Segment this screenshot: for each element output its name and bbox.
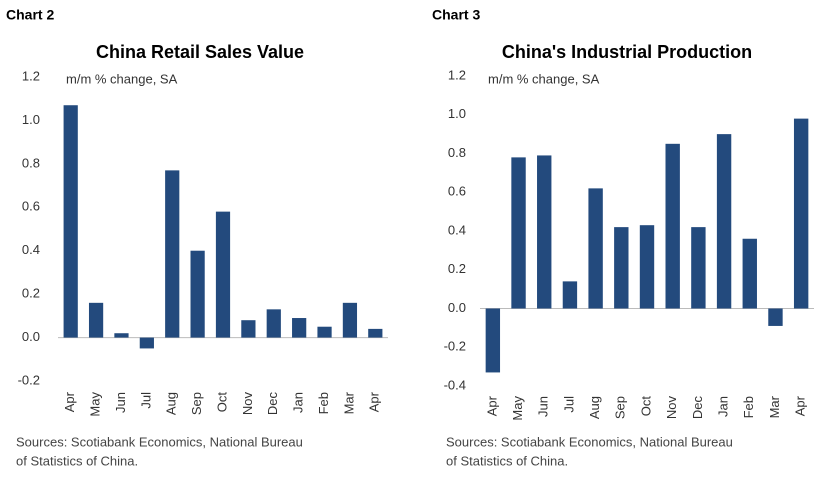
y-tick-label: 1.2 (22, 68, 40, 83)
y-tick-label: -0.2 (18, 372, 40, 387)
bar (562, 281, 578, 309)
y-tick-label: -0.4 (444, 377, 466, 392)
x-tick-label: Jun (113, 392, 128, 413)
bar (317, 326, 332, 338)
bar (292, 318, 307, 338)
bar (537, 155, 552, 309)
chart-label: Chart 2 (6, 7, 54, 23)
bar (742, 238, 757, 309)
bar (88, 302, 104, 338)
bar (588, 188, 603, 309)
y-tick-label: 1.0 (22, 112, 40, 127)
x-tick-label: Sep (613, 396, 628, 419)
bar (511, 157, 526, 309)
x-tick-label: May (510, 396, 525, 421)
x-tick-label: Feb (741, 396, 756, 418)
y-tick-label: 0.2 (448, 261, 466, 276)
bar (665, 143, 680, 309)
bar (793, 118, 809, 309)
x-tick-label: Jun (536, 396, 551, 417)
y-tick-label: 0.4 (22, 242, 40, 257)
chart-title: China Retail Sales Value (96, 42, 304, 62)
source-note: of Statistics of China. (16, 453, 138, 468)
y-tick-label: 0.8 (22, 155, 40, 170)
x-tick-label: Jul (561, 396, 576, 413)
y-tick-label: 0.4 (448, 222, 466, 237)
y-tick-label: 0.8 (448, 145, 466, 160)
y-tick-label: 0.6 (22, 199, 40, 214)
bar (241, 320, 256, 338)
bar (716, 134, 732, 309)
bar (691, 227, 706, 309)
bar (614, 227, 629, 309)
y-tick-label: -0.2 (444, 339, 466, 354)
bar (342, 302, 358, 338)
y-tick-label: 1.0 (448, 106, 466, 121)
source-note: Sources: Scotiabank Economics, National … (446, 434, 733, 449)
chart-subtitle: m/m % change, SA (488, 71, 600, 86)
x-tick-label: Apr (793, 395, 808, 416)
bar (139, 337, 154, 349)
x-tick-label: Jan (716, 396, 731, 417)
x-tick-label: Mar (767, 395, 782, 418)
x-tick-label: Aug (587, 396, 602, 419)
x-tick-label: Dec (690, 396, 705, 420)
x-tick-label: Oct (214, 392, 229, 413)
x-tick-label: Apr (484, 395, 499, 416)
x-tick-label: Mar (341, 391, 356, 414)
source-note: of Statistics of China. (446, 453, 568, 468)
bar (266, 309, 281, 338)
x-tick-label: Aug (164, 392, 179, 415)
x-tick-label: Oct (638, 396, 653, 417)
bar (768, 308, 783, 326)
x-tick-label: Dec (265, 392, 280, 416)
chart-label: Chart 3 (432, 7, 480, 23)
source-note: Sources: Scotiabank Economics, National … (16, 434, 303, 449)
x-tick-label: Jul (138, 392, 153, 409)
chart-subtitle: m/m % change, SA (66, 71, 178, 86)
x-tick-label: Jan (291, 392, 306, 413)
bar (165, 170, 180, 338)
x-tick-label: Feb (316, 392, 331, 414)
x-tick-label: Apr (62, 391, 77, 412)
y-tick-label: 0.0 (22, 329, 40, 344)
y-tick-label: 0.6 (448, 184, 466, 199)
x-tick-label: Nov (240, 392, 255, 416)
x-tick-label: May (88, 392, 103, 417)
bar (368, 328, 383, 338)
bar (63, 105, 78, 338)
x-tick-label: Sep (189, 392, 204, 415)
bar (485, 308, 501, 373)
y-tick-label: 1.2 (448, 67, 466, 82)
y-tick-label: 0.2 (22, 286, 40, 301)
chart-title: China's Industrial Production (502, 42, 752, 62)
x-tick-label: Apr (367, 391, 382, 412)
bar (215, 211, 231, 338)
x-tick-label: Nov (664, 396, 679, 420)
bar (114, 333, 129, 338)
bar (639, 225, 655, 309)
y-tick-label: 0.0 (448, 300, 466, 315)
bar (190, 250, 205, 338)
